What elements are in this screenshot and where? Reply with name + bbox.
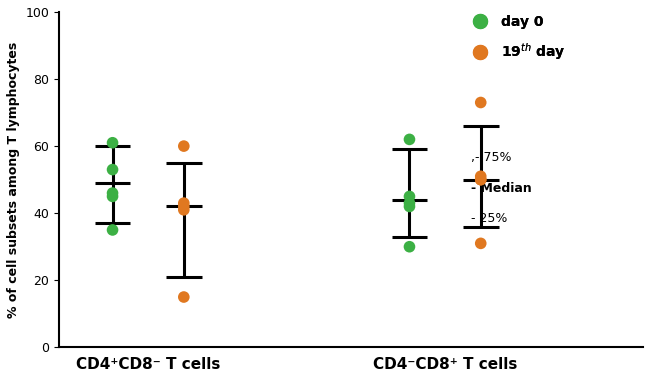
Point xyxy=(107,140,118,146)
Point xyxy=(107,193,118,199)
Point xyxy=(404,244,415,250)
Point xyxy=(179,143,189,149)
Point xyxy=(476,173,486,179)
Point xyxy=(404,136,415,143)
Point xyxy=(476,99,486,105)
Text: - Median: - Median xyxy=(471,182,532,194)
Y-axis label: % of cell subsets among T lymphocytes: % of cell subsets among T lymphocytes xyxy=(7,42,20,318)
Point xyxy=(107,227,118,233)
Point xyxy=(179,204,189,210)
Point xyxy=(404,200,415,206)
Point xyxy=(107,190,118,196)
Point xyxy=(476,240,486,246)
Point xyxy=(179,207,189,213)
Point xyxy=(476,177,486,183)
Text: - 25%: - 25% xyxy=(471,212,507,225)
Point xyxy=(404,204,415,210)
Point xyxy=(179,200,189,206)
Legend: day 0, 19$^{th}$ day: day 0, 19$^{th}$ day xyxy=(463,12,568,65)
Point xyxy=(179,294,189,300)
Point xyxy=(404,193,415,199)
Point xyxy=(476,177,486,183)
Text: ,- 75%: ,- 75% xyxy=(471,151,512,164)
Point xyxy=(107,166,118,172)
